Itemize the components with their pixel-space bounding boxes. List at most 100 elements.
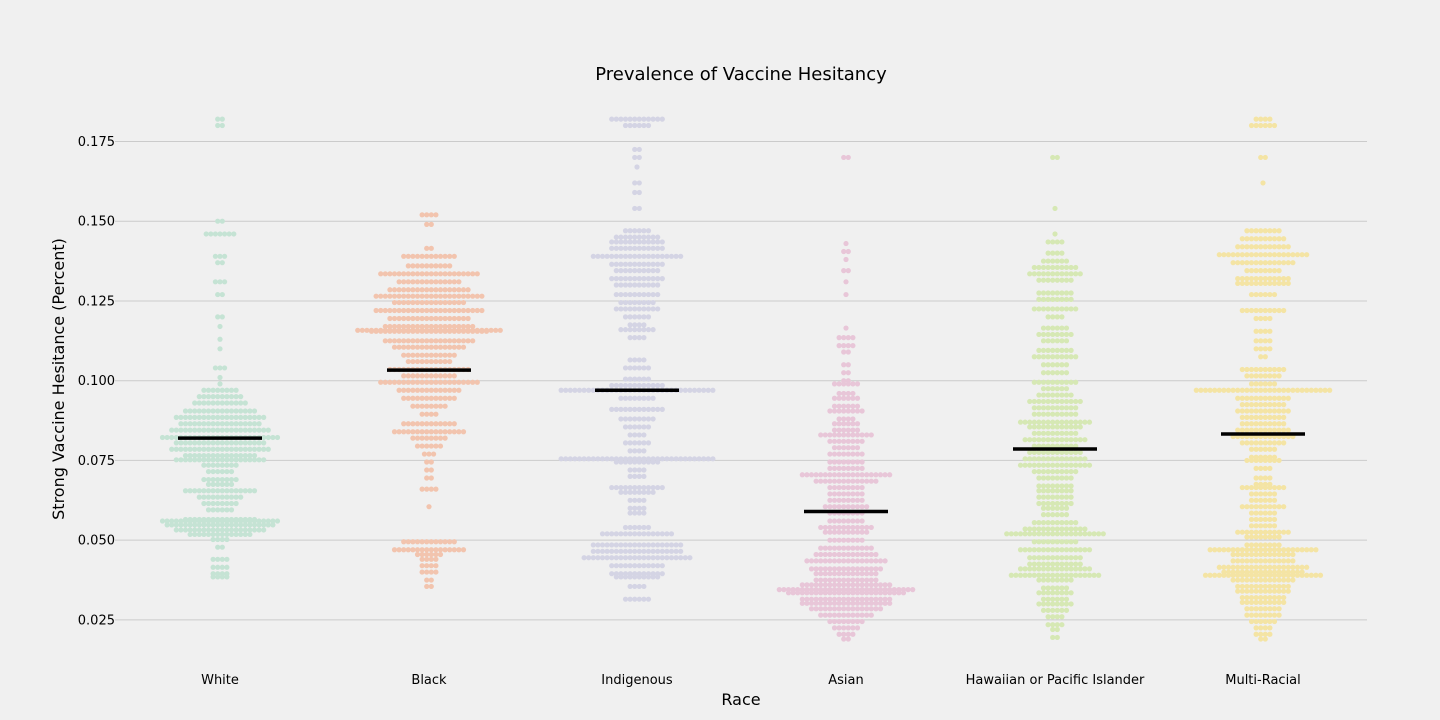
data-point — [437, 293, 444, 299]
data-point — [836, 472, 842, 478]
data-point — [470, 327, 476, 333]
data-point — [215, 400, 221, 406]
data-point — [827, 612, 833, 618]
data-point — [841, 529, 847, 535]
data-point — [1050, 590, 1056, 596]
data-point — [414, 379, 421, 385]
data-point — [1082, 572, 1088, 578]
data-point — [590, 548, 596, 554]
data-point — [1253, 307, 1259, 314]
data-point — [1050, 424, 1056, 430]
data-point — [618, 563, 624, 569]
data-point — [428, 403, 434, 409]
data-point — [238, 421, 244, 427]
data-point — [238, 527, 244, 533]
data-point — [873, 558, 879, 564]
data-point — [636, 524, 642, 531]
data-point — [396, 327, 402, 333]
data-point — [622, 416, 629, 422]
data-point — [636, 448, 642, 454]
data-point — [1063, 488, 1070, 494]
data-point — [217, 323, 223, 330]
data-point — [841, 545, 847, 551]
data-point — [433, 387, 439, 393]
data-point — [1022, 462, 1028, 468]
data-point — [1050, 456, 1056, 462]
x-tick-label: Indigenous — [601, 673, 673, 688]
data-point — [1054, 277, 1060, 283]
data-point — [845, 577, 851, 583]
data-point — [442, 293, 448, 299]
data-point — [655, 382, 661, 389]
data-point — [401, 271, 407, 277]
data-point — [210, 476, 216, 483]
data-point — [424, 569, 430, 575]
data-point — [1050, 520, 1056, 526]
data-point — [1271, 228, 1278, 234]
data-point — [655, 531, 661, 537]
data-point — [850, 558, 856, 564]
data-point — [1059, 572, 1065, 578]
data-point — [841, 335, 847, 341]
data-point — [1239, 387, 1245, 393]
data-point — [1248, 402, 1255, 408]
data-point — [1031, 449, 1037, 456]
data-point — [1253, 387, 1259, 393]
data-point — [668, 253, 675, 259]
data-point — [627, 122, 633, 129]
data-point — [641, 228, 647, 234]
data-point — [1059, 531, 1065, 537]
data-point — [424, 539, 430, 545]
data-point — [1063, 411, 1070, 417]
data-point — [196, 494, 202, 500]
data-point — [1054, 370, 1060, 376]
data-point — [414, 287, 421, 293]
data-point — [1253, 516, 1259, 523]
data-point — [1281, 408, 1287, 414]
data-point — [1253, 558, 1259, 564]
data-point — [1068, 520, 1074, 526]
data-point — [460, 271, 467, 277]
data-point — [864, 472, 870, 478]
data-point — [622, 440, 629, 446]
data-point — [387, 338, 393, 344]
data-point — [1045, 370, 1051, 376]
data-point — [1022, 531, 1028, 537]
data-point — [841, 349, 847, 355]
data-point — [419, 373, 425, 379]
data-point — [595, 456, 601, 462]
data-point — [604, 542, 610, 548]
data-point — [460, 379, 467, 385]
data-point — [804, 596, 810, 602]
data-point — [641, 245, 647, 251]
data-point — [622, 424, 629, 430]
data-point — [187, 453, 193, 459]
data-point — [460, 307, 467, 314]
data-point — [1017, 419, 1024, 425]
data-point — [841, 432, 847, 438]
data-point — [1068, 547, 1074, 553]
data-point — [1262, 122, 1268, 129]
data-point — [1262, 280, 1268, 287]
data-point — [1276, 236, 1282, 242]
data-point — [410, 387, 416, 393]
data-point — [618, 282, 624, 288]
data-point — [1050, 386, 1056, 392]
data-point — [845, 451, 851, 457]
data-point — [414, 373, 421, 379]
data-point — [196, 394, 202, 400]
data-point — [442, 315, 448, 322]
data-point — [850, 403, 856, 409]
data-point — [618, 542, 624, 548]
data-point — [836, 558, 842, 564]
data-point — [355, 327, 361, 333]
data-point — [419, 403, 425, 409]
data-point — [1248, 529, 1255, 535]
data-point — [210, 536, 216, 543]
data-point — [1027, 271, 1033, 277]
data-point — [1244, 402, 1250, 408]
data-point — [437, 253, 444, 259]
data-point — [841, 618, 847, 625]
data-point — [655, 234, 661, 240]
data-point — [613, 484, 619, 491]
